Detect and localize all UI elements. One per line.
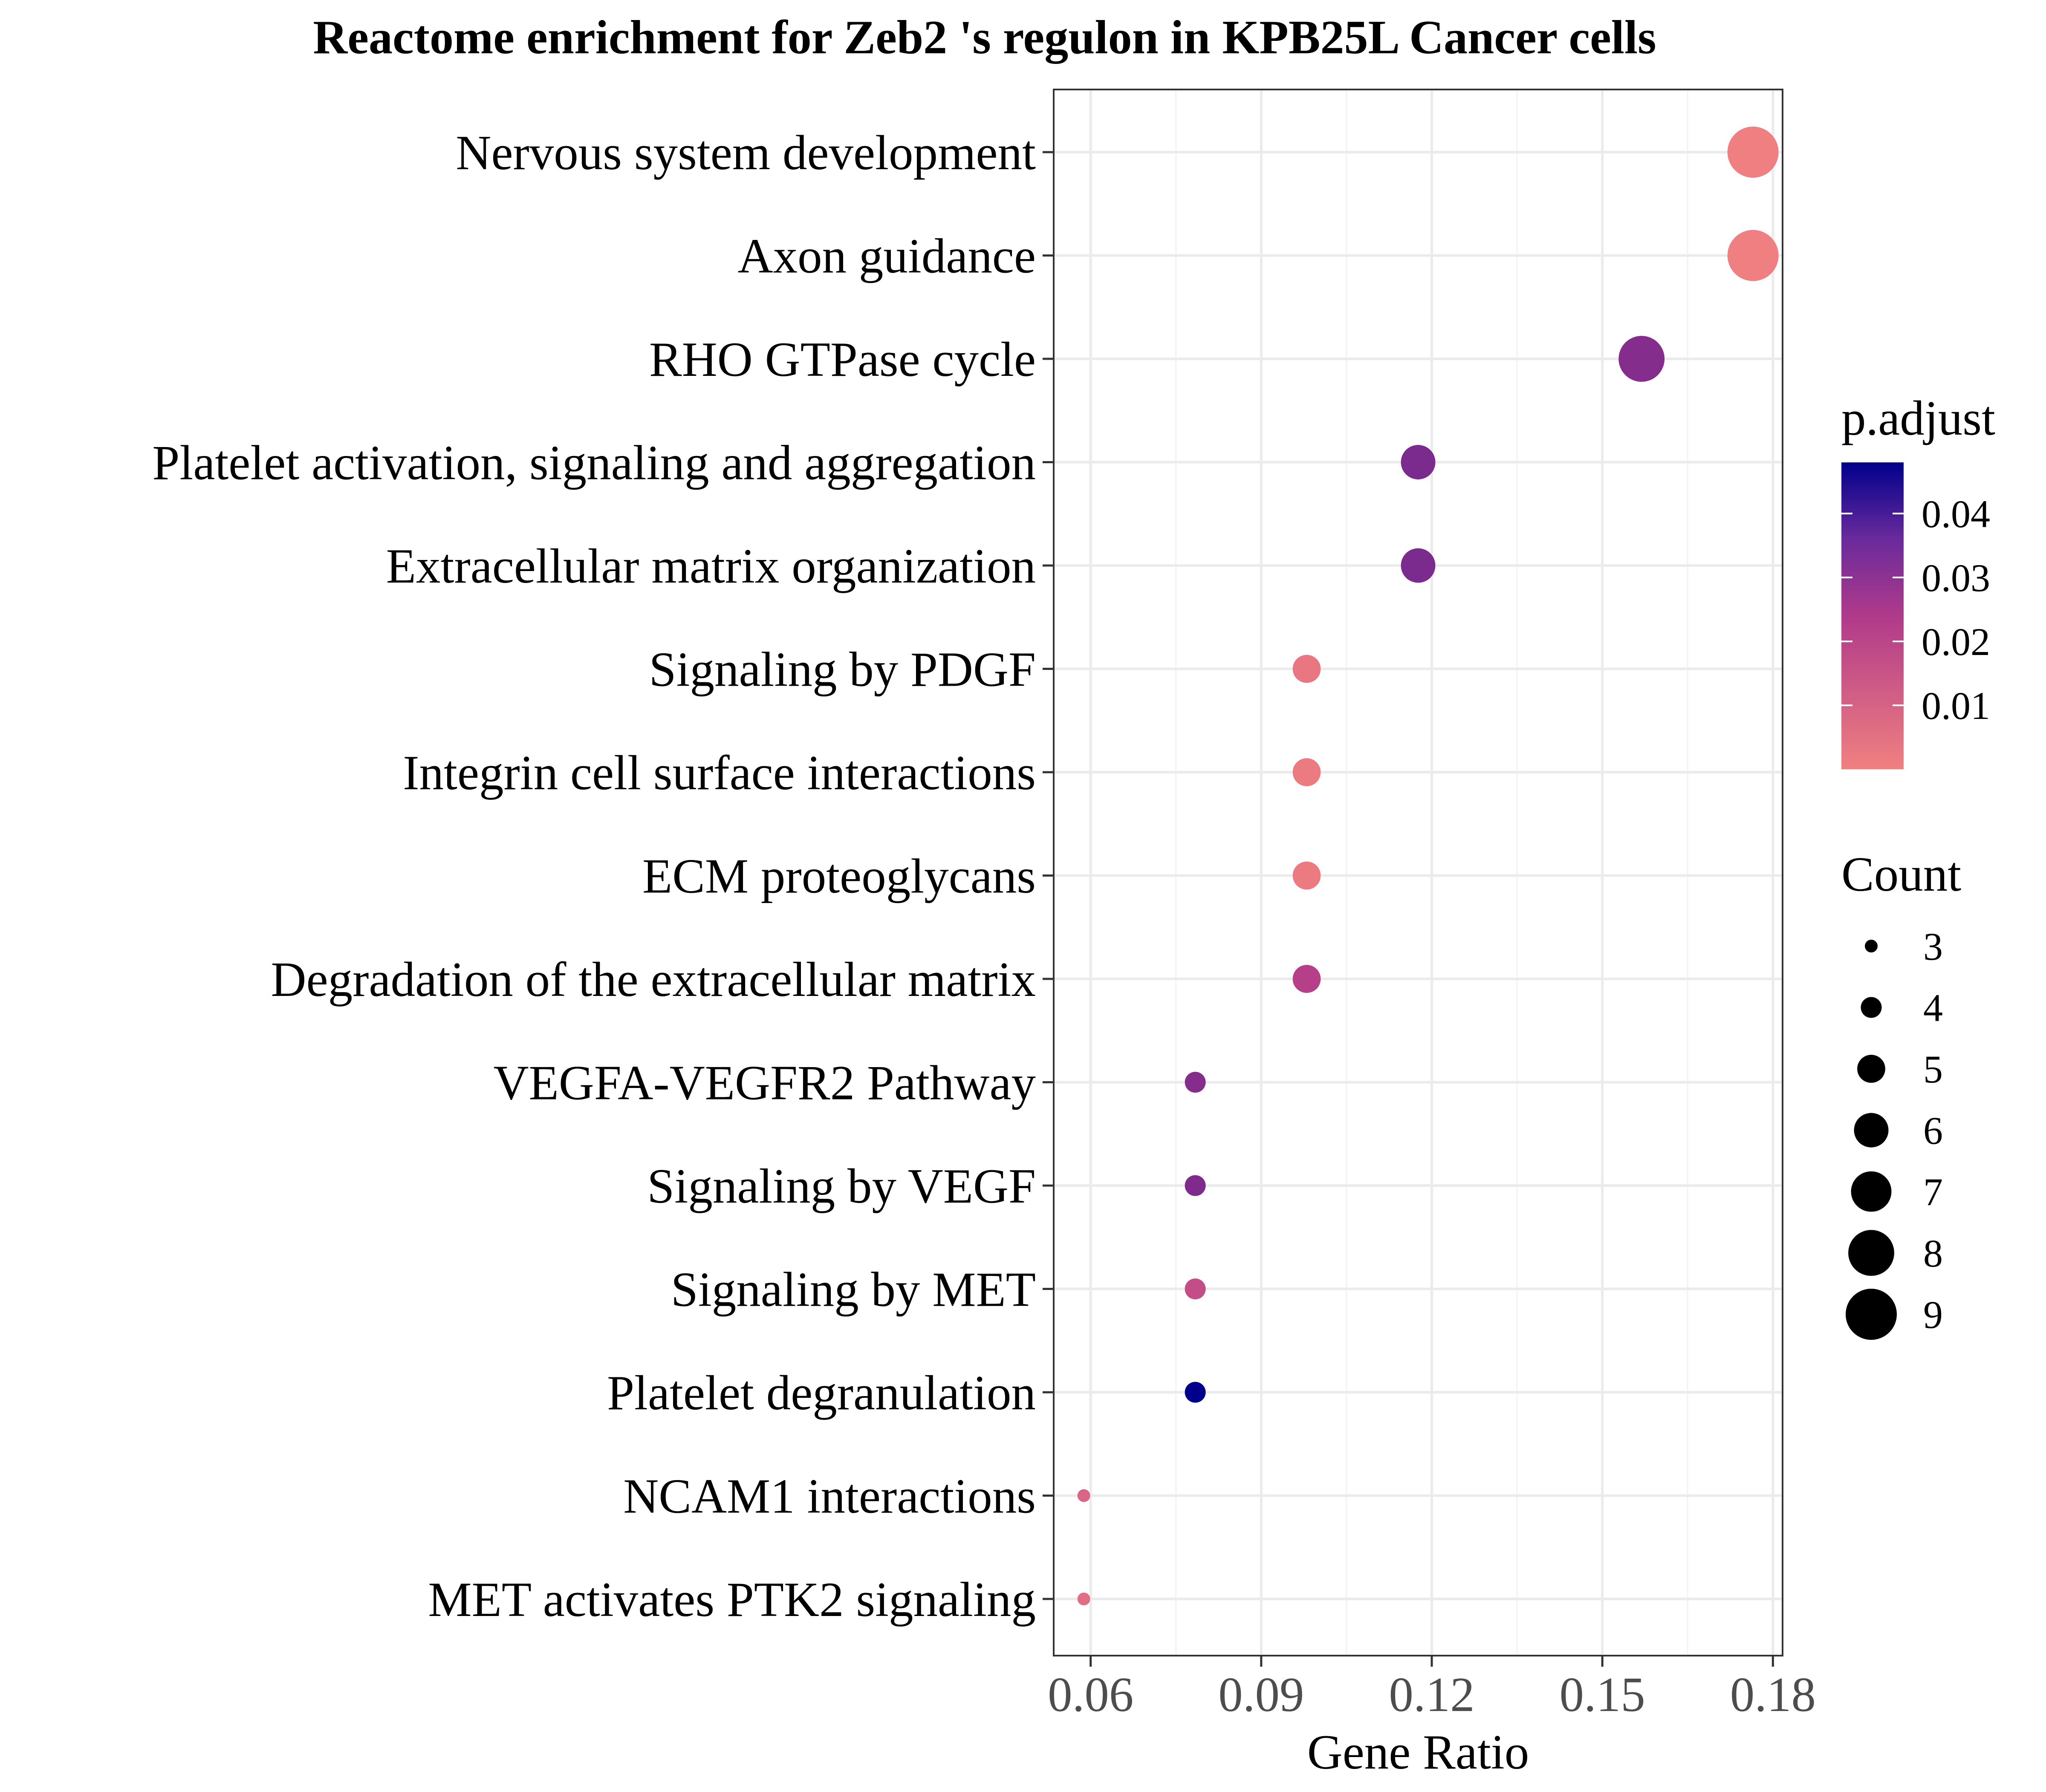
x-tick-label: 0.06 bbox=[1048, 1668, 1133, 1722]
color-legend-bar bbox=[1841, 462, 1904, 769]
data-point bbox=[1077, 1593, 1090, 1605]
data-point bbox=[1727, 230, 1779, 281]
data-point bbox=[1185, 1175, 1206, 1196]
plot-panel bbox=[1053, 89, 1783, 1656]
size-legend-swatch bbox=[1854, 1113, 1889, 1148]
y-category-label: Nervous system development bbox=[456, 126, 1036, 180]
x-axis-title: Gene Ratio bbox=[1307, 1725, 1529, 1779]
data-point bbox=[1401, 445, 1436, 479]
color-legend-title: p.adjust bbox=[1841, 391, 1995, 445]
size-legend-swatch bbox=[1848, 1230, 1894, 1276]
size-legend-title: Count bbox=[1841, 847, 1961, 901]
x-tick-label: 0.15 bbox=[1560, 1668, 1645, 1722]
y-category-label: Axon guidance bbox=[738, 229, 1036, 283]
size-legend-items: 3 4 5 6 7 8 9 bbox=[1846, 925, 1943, 1340]
color-legend-tick-label: 0.01 bbox=[1922, 684, 1990, 727]
data-point bbox=[1185, 1071, 1206, 1093]
color-legend: p.adjust 0.04 0.03 0.02 0.01 bbox=[1841, 391, 1995, 769]
x-axis: 0.06 0.09 0.12 0.15 0.18 bbox=[1048, 1656, 1816, 1722]
color-legend-ticks: 0.04 0.03 0.02 0.01 bbox=[1841, 492, 1990, 727]
color-legend-tick-label: 0.04 bbox=[1922, 492, 1990, 536]
panel-border bbox=[1053, 89, 1783, 1656]
panel-background bbox=[1054, 89, 1783, 1656]
size-legend-label: 8 bbox=[1923, 1232, 1943, 1275]
chart-title: Reactome enrichment for Zeb2 's regulon … bbox=[313, 11, 1656, 64]
y-category-label: VEGFA-VEGFR2 Pathway bbox=[494, 1056, 1036, 1110]
size-legend-label: 5 bbox=[1923, 1047, 1943, 1091]
y-category-label: NCAM1 interactions bbox=[623, 1469, 1036, 1524]
x-tick-label: 0.12 bbox=[1389, 1668, 1474, 1722]
y-category-label: Signaling by MET bbox=[671, 1263, 1036, 1317]
size-legend-label: 9 bbox=[1923, 1293, 1943, 1336]
data-point bbox=[1185, 1278, 1206, 1300]
y-axis: Nervous system development Axon guidance R… bbox=[152, 126, 1054, 1627]
data-point bbox=[1185, 1382, 1206, 1403]
y-category-label: RHO GTPase cycle bbox=[649, 332, 1036, 387]
data-point bbox=[1292, 965, 1321, 993]
y-category-label: Signaling by PDGF bbox=[649, 643, 1036, 697]
y-category-label: Extracellular matrix organization bbox=[386, 539, 1036, 593]
size-legend-label: 4 bbox=[1923, 986, 1943, 1030]
x-tick-label: 0.18 bbox=[1730, 1668, 1816, 1722]
y-category-label: Platelet activation, signaling and aggre… bbox=[152, 436, 1036, 490]
data-point bbox=[1727, 127, 1779, 178]
size-legend-swatch bbox=[1861, 997, 1882, 1018]
data-point bbox=[1292, 655, 1321, 683]
data-point bbox=[1077, 1489, 1090, 1502]
x-tick-label: 0.09 bbox=[1218, 1668, 1304, 1722]
data-point bbox=[1292, 758, 1321, 786]
y-category-label: Platelet degranulation bbox=[607, 1366, 1036, 1420]
color-legend-tick-label: 0.03 bbox=[1922, 556, 1990, 600]
size-legend-label: 7 bbox=[1923, 1170, 1943, 1214]
y-category-label: MET activates PTK2 signaling bbox=[428, 1573, 1036, 1627]
y-category-label: Degradation of the extracellular matrix bbox=[271, 952, 1036, 1007]
size-legend-label: 3 bbox=[1923, 925, 1943, 968]
size-legend-swatch bbox=[1846, 1289, 1897, 1340]
data-points bbox=[1077, 127, 1779, 1605]
data-point bbox=[1401, 548, 1436, 583]
size-legend-swatch bbox=[1857, 1055, 1885, 1083]
size-legend-label: 6 bbox=[1923, 1109, 1943, 1152]
size-legend: Count 3 4 5 6 7 8 9 bbox=[1841, 847, 1961, 1340]
data-point bbox=[1292, 861, 1321, 890]
size-legend-swatch bbox=[1851, 1171, 1892, 1212]
data-point bbox=[1618, 336, 1665, 382]
y-category-label: ECM proteoglycans bbox=[642, 849, 1036, 903]
y-category-label: Signaling by VEGF bbox=[647, 1159, 1036, 1213]
color-legend-tick-label: 0.02 bbox=[1922, 620, 1990, 664]
size-legend-swatch bbox=[1865, 940, 1878, 952]
y-category-label: Integrin cell surface interactions bbox=[403, 746, 1036, 800]
